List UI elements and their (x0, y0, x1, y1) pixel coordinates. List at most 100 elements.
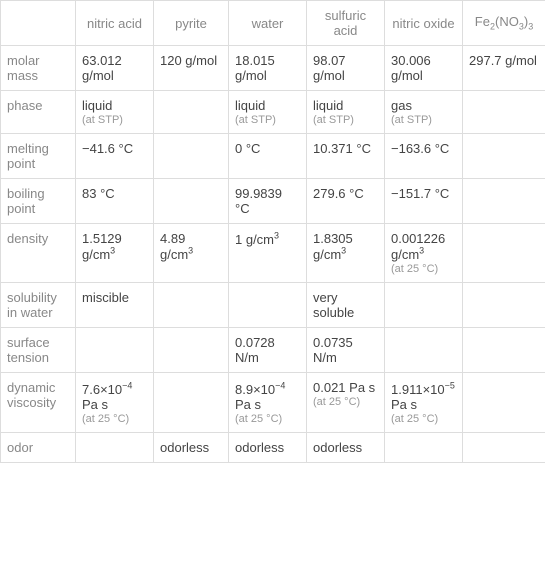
row-header-5: solubility in water (1, 283, 76, 328)
cell-sub: (at STP) (313, 114, 378, 126)
cell-main: odorless (160, 440, 209, 455)
cell-main: 0.0735 N/m (313, 335, 353, 365)
cell-6-0 (76, 328, 154, 373)
cell-8-5 (463, 432, 545, 462)
cell-8-2: odorless (229, 432, 307, 462)
cell-7-1 (154, 373, 229, 432)
cell-main: miscible (82, 290, 129, 305)
cell-2-5 (463, 134, 545, 179)
row-header-7: dynamic viscosity (1, 373, 76, 432)
cell-main: 0.0728 N/m (235, 335, 275, 365)
cell-main: 1.8305 g/cm3 (313, 231, 353, 262)
cell-sub: (at STP) (82, 114, 147, 126)
cell-5-3: very soluble (307, 283, 385, 328)
cell-6-2: 0.0728 N/m (229, 328, 307, 373)
cell-main: 1.5129 g/cm3 (82, 231, 122, 262)
cell-8-3: odorless (307, 432, 385, 462)
table-row: molar mass63.012 g/mol120 g/mol18.015 g/… (1, 46, 545, 91)
cell-3-3: 279.6 °C (307, 179, 385, 224)
col-header-1: pyrite (154, 1, 229, 46)
table-row: dynamic viscosity7.6×10−4 Pa s(at 25 °C)… (1, 373, 545, 432)
cell-main: 120 g/mol (160, 53, 217, 68)
cell-main: 1 g/cm3 (235, 232, 279, 247)
table-row: boiling point83 °C99.9839 °C279.6 °C−151… (1, 179, 545, 224)
cell-6-5 (463, 328, 545, 373)
header-row: nitric acidpyritewatersulfuric acidnitri… (1, 1, 545, 46)
cell-0-4: 30.006 g/mol (385, 46, 463, 91)
table-row: density1.5129 g/cm3 4.89 g/cm3 1 g/cm3 1.83… (1, 224, 545, 283)
col-header-2: water (229, 1, 307, 46)
cell-2-4: −163.6 °C (385, 134, 463, 179)
cell-3-5 (463, 179, 545, 224)
cell-main: 297.7 g/mol (469, 53, 537, 68)
cell-4-3: 1.8305 g/cm3 (307, 224, 385, 283)
cell-1-0: liquid(at STP) (76, 91, 154, 134)
row-header-4: density (1, 224, 76, 283)
cell-3-0: 83 °C (76, 179, 154, 224)
cell-3-1 (154, 179, 229, 224)
cell-1-4: gas(at STP) (385, 91, 463, 134)
cell-main: 83 °C (82, 186, 115, 201)
cell-1-2: liquid(at STP) (229, 91, 307, 134)
cell-7-2: 8.9×10−4 Pa s(at 25 °C) (229, 373, 307, 432)
row-header-0: molar mass (1, 46, 76, 91)
row-header-8: odor (1, 432, 76, 462)
table-row: melting point−41.6 °C0 °C10.371 °C−163.6… (1, 134, 545, 179)
cell-3-4: −151.7 °C (385, 179, 463, 224)
cell-0-5: 297.7 g/mol (463, 46, 545, 91)
cell-main: liquid (82, 98, 112, 113)
cell-8-0 (76, 432, 154, 462)
cell-0-2: 18.015 g/mol (229, 46, 307, 91)
table-row: phaseliquid(at STP)liquid(at STP)liquid(… (1, 91, 545, 134)
cell-6-4 (385, 328, 463, 373)
col-header-5: Fe2(NO3)3 (463, 1, 545, 46)
cell-main: 18.015 g/mol (235, 53, 275, 83)
cell-sub: (at STP) (391, 114, 456, 126)
cell-7-0: 7.6×10−4 Pa s(at 25 °C) (76, 373, 154, 432)
cell-6-3: 0.0735 N/m (307, 328, 385, 373)
cell-4-5 (463, 224, 545, 283)
cell-5-4 (385, 283, 463, 328)
col-header-4: nitric oxide (385, 1, 463, 46)
table-row: surface tension 0.0728 N/m 0.0735 N/m (1, 328, 545, 373)
cell-sub: (at 25 °C) (391, 263, 456, 275)
cell-main: odorless (235, 440, 284, 455)
cell-5-2 (229, 283, 307, 328)
cell-main: 99.9839 °C (235, 186, 282, 216)
cell-1-5 (463, 91, 545, 134)
cell-main: 10.371 °C (313, 141, 371, 156)
cell-main: gas (391, 98, 412, 113)
cell-main: 7.6×10−4 Pa s (82, 382, 132, 412)
cell-main: liquid (235, 98, 265, 113)
cell-5-0: miscible (76, 283, 154, 328)
table-row: solubility in water miscible very soluble (1, 283, 545, 328)
cell-1-1 (154, 91, 229, 134)
cell-main: 279.6 °C (313, 186, 364, 201)
col-header-0: nitric acid (76, 1, 154, 46)
cell-2-3: 10.371 °C (307, 134, 385, 179)
cell-main: −41.6 °C (82, 141, 133, 156)
cell-sub: (at 25 °C) (235, 413, 300, 425)
row-header-2: melting point (1, 134, 76, 179)
cell-main: 8.9×10−4 Pa s (235, 382, 285, 412)
cell-main: 30.006 g/mol (391, 53, 431, 83)
cell-6-1 (154, 328, 229, 373)
cell-8-4 (385, 432, 463, 462)
cell-main: liquid (313, 98, 343, 113)
cell-main: 0.021 Pa s (313, 380, 375, 395)
cell-main: 1.911×10−5 Pa s (391, 382, 455, 412)
cell-main: −163.6 °C (391, 141, 449, 156)
cell-sub: (at STP) (235, 114, 300, 126)
row-header-6: surface tension (1, 328, 76, 373)
cell-5-5 (463, 283, 545, 328)
cell-7-5 (463, 373, 545, 432)
table-row: odor odorless odorless odorless (1, 432, 545, 462)
cell-4-1: 4.89 g/cm3 (154, 224, 229, 283)
cell-main: very soluble (313, 290, 354, 320)
cell-4-2: 1 g/cm3 (229, 224, 307, 283)
corner-cell (1, 1, 76, 46)
cell-main: odorless (313, 440, 362, 455)
cell-7-3: 0.021 Pa s(at 25 °C) (307, 373, 385, 432)
cell-4-4: 0.001226 g/cm3(at 25 °C) (385, 224, 463, 283)
cell-7-4: 1.911×10−5 Pa s(at 25 °C) (385, 373, 463, 432)
